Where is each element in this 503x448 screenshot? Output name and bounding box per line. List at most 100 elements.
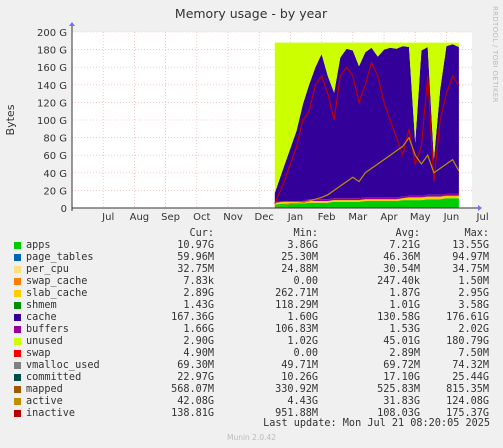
legend-swatch xyxy=(14,410,21,417)
y-tick-labels: 0 20 G 40 G 60 G 80 G 100 G 120 G 140 G 160 G 180… xyxy=(37,28,67,215)
legend-max: 34.75M xyxy=(452,264,489,275)
area-slab_cache xyxy=(274,195,459,205)
legend-swatch xyxy=(14,338,21,345)
legend-max: 7.50M xyxy=(458,348,489,359)
legend-avg: 7.21G xyxy=(389,240,420,251)
legend-row: cache 167.36G 1.60G 130.58G 176.61G xyxy=(14,312,490,324)
munin-version: Munin 2.0.42 xyxy=(226,433,277,442)
legend-min: 1.02G xyxy=(287,336,318,347)
x-tick-labels: Jul Aug Sep Oct Nov Dec Jan Feb Mar Apr May Jun Jul xyxy=(101,212,488,223)
legend-row: inactive 138.81G 951.88M 108.03G 175.37G xyxy=(14,408,490,420)
x-tick-4: Nov xyxy=(223,212,243,223)
y-axis-arrow xyxy=(69,22,75,26)
line-inactive xyxy=(274,61,460,204)
x-tick-11: Jun xyxy=(443,212,460,223)
legend-cur: 1.66G xyxy=(183,324,214,335)
area-buffers xyxy=(274,193,459,203)
legend-cur: 42.08G xyxy=(177,396,214,407)
legend-max: 1.50M xyxy=(458,276,489,287)
legend-min: 25.30M xyxy=(281,252,318,263)
legend-min: 3.86G xyxy=(287,240,318,251)
legend-name: swap xyxy=(26,348,51,359)
y-tick-5: 100 G xyxy=(37,116,67,127)
legend-avg: 17.10G xyxy=(383,372,420,383)
legend-swatch xyxy=(14,266,21,273)
legend-min: 49.71M xyxy=(281,360,318,371)
legend-avg: 1.87G xyxy=(389,288,420,299)
memory-chart: Memory usage - by year Bytes RRDTOOL / T… xyxy=(4,6,499,223)
legend-avg: 108.03G xyxy=(377,408,420,419)
y-tick-8: 160 G xyxy=(37,63,67,74)
header-min: Min: xyxy=(293,228,318,239)
legend-cur: 4.90M xyxy=(183,348,214,359)
x-tick-8: Mar xyxy=(348,212,368,223)
legend-cur: 1.43G xyxy=(183,300,214,311)
legend-max: 815.35M xyxy=(446,384,489,395)
legend-name: vmalloc_used xyxy=(26,360,100,371)
y-axis-label: Bytes xyxy=(4,104,17,135)
legend-name: per_cpu xyxy=(26,264,69,275)
legend-row: active 42.08G 4.43G 31.83G 124.08G xyxy=(14,396,490,408)
y-tick-0: 0 xyxy=(61,204,67,215)
area-cache xyxy=(274,44,459,202)
legend-name: apps xyxy=(26,240,51,251)
legend-min: 106.83M xyxy=(275,324,318,335)
legend-name: mapped xyxy=(26,384,63,395)
legend-max: 13.55G xyxy=(452,240,489,251)
legend-row: unused 2.90G 1.02G 45.01G 180.79G xyxy=(14,336,490,348)
y-tick-1: 20 G xyxy=(43,186,67,197)
y-tick-3: 60 G xyxy=(43,151,67,162)
legend-min: 330.92M xyxy=(275,384,318,395)
legend-name: unused xyxy=(26,336,63,347)
legend-avg: 525.83M xyxy=(377,384,420,395)
legend-swatch xyxy=(14,290,21,297)
legend-min: 0.00 xyxy=(293,276,318,287)
legend-avg: 31.83G xyxy=(383,396,420,407)
legend-row: swap 4.90M 0.00 2.89M 7.50M xyxy=(14,348,490,360)
legend-row: mapped 568.07M 330.92M 525.83M 815.35M xyxy=(14,384,490,396)
legend-avg: 130.58G xyxy=(377,312,420,323)
legend-name: buffers xyxy=(26,324,69,335)
y-tick-9: 180 G xyxy=(37,46,67,57)
legend-avg: 1.01G xyxy=(389,300,420,311)
legend-row: shmem 1.43G 118.29M 1.01G 3.58G xyxy=(14,300,490,312)
legend-cur: 32.75M xyxy=(177,264,214,275)
x-tick-0: Jul xyxy=(101,212,114,223)
legend-max: 74.32M xyxy=(452,360,489,371)
axes xyxy=(69,22,482,211)
legend-table: Cur: Min: Avg: Max: apps 10.97G 3.86G 7.21G… xyxy=(14,227,490,420)
legend-cur: 568.07M xyxy=(171,384,214,395)
legend-max: 180.79G xyxy=(446,336,489,347)
legend-header: Cur: Min: Avg: Max: xyxy=(14,227,490,240)
area-unused xyxy=(274,42,459,193)
legend-swatch xyxy=(14,350,21,357)
legend-row: per_cpu 32.75M 24.88M 30.54M 34.75M xyxy=(14,264,490,276)
x-tick-5: Dec xyxy=(255,212,274,223)
legend-max: 25.44G xyxy=(452,372,489,383)
legend-swatch xyxy=(14,326,21,333)
legend-name: committed xyxy=(26,372,82,383)
line-active xyxy=(274,136,460,207)
legend-cur: 7.83k xyxy=(183,276,214,287)
last-update: Last update: Mon Jul 21 08:20:05 2025 xyxy=(263,418,490,429)
legend-row: buffers 1.66G 106.83M 1.53G 2.02G xyxy=(14,324,490,336)
series-lines xyxy=(274,61,460,207)
x-tick-2: Sep xyxy=(161,212,180,223)
y-tick-6: 120 G xyxy=(37,98,67,109)
legend-min: 4.43G xyxy=(287,396,318,407)
header-avg: Avg: xyxy=(395,228,420,239)
legend-name: inactive xyxy=(26,408,76,419)
legend-max: 124.08G xyxy=(446,396,489,407)
legend-avg: 45.01G xyxy=(383,336,420,347)
legend-name: active xyxy=(26,396,63,407)
legend-cur: 22.97G xyxy=(177,372,214,383)
legend-max: 175.37G xyxy=(446,408,489,419)
legend-cur: 167.36G xyxy=(171,312,214,323)
header-cur: Cur: xyxy=(189,228,214,239)
legend-min: 118.29M xyxy=(275,300,318,311)
legend-row: slab_cache 2.89G 262.71M 1.87G 2.95G xyxy=(14,288,490,300)
legend-name: swap_cache xyxy=(26,276,88,287)
legend-max: 2.95G xyxy=(458,288,489,299)
series-areas xyxy=(274,42,459,208)
header-max: Max: xyxy=(464,228,489,239)
